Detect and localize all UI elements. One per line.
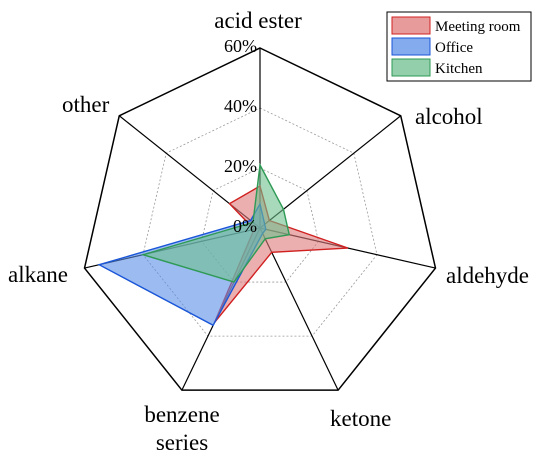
legend-swatch — [391, 37, 431, 56]
category-label: aldehyde — [446, 263, 529, 288]
category-label: alcohol — [415, 104, 483, 129]
category-label: alkane — [8, 262, 68, 287]
legend: Meeting room Office Kitchen — [386, 11, 532, 82]
legend-swatch — [391, 16, 431, 35]
category-label: acid ester — [214, 8, 302, 33]
tick-label: 40% — [224, 96, 257, 116]
tick-label: 60% — [224, 36, 257, 56]
category-label: benzene series — [144, 402, 219, 455]
legend-swatch — [391, 58, 431, 77]
grid-outer-ring — [83, 47, 437, 391]
grid-ring-20 — [201, 167, 319, 283]
category-label: other — [62, 92, 110, 117]
legend-label: Kitchen — [435, 61, 483, 77]
series-area-kitchen — [140, 162, 291, 283]
radar-series — [97, 162, 348, 327]
legend-label: Office — [435, 40, 473, 56]
category-labels: acid ester alcohol aldehyde ketone benzene se… — [8, 8, 529, 455]
grid-ring-40 — [142, 107, 378, 337]
category-label: ketone — [330, 406, 391, 431]
tick-label: 0% — [233, 216, 257, 236]
legend-label: Meeting room — [435, 19, 521, 35]
radial-tick-labels: 0% 20% 40% 60% — [224, 36, 257, 236]
tick-label: 20% — [224, 156, 257, 176]
axis-spoke — [259, 227, 339, 391]
